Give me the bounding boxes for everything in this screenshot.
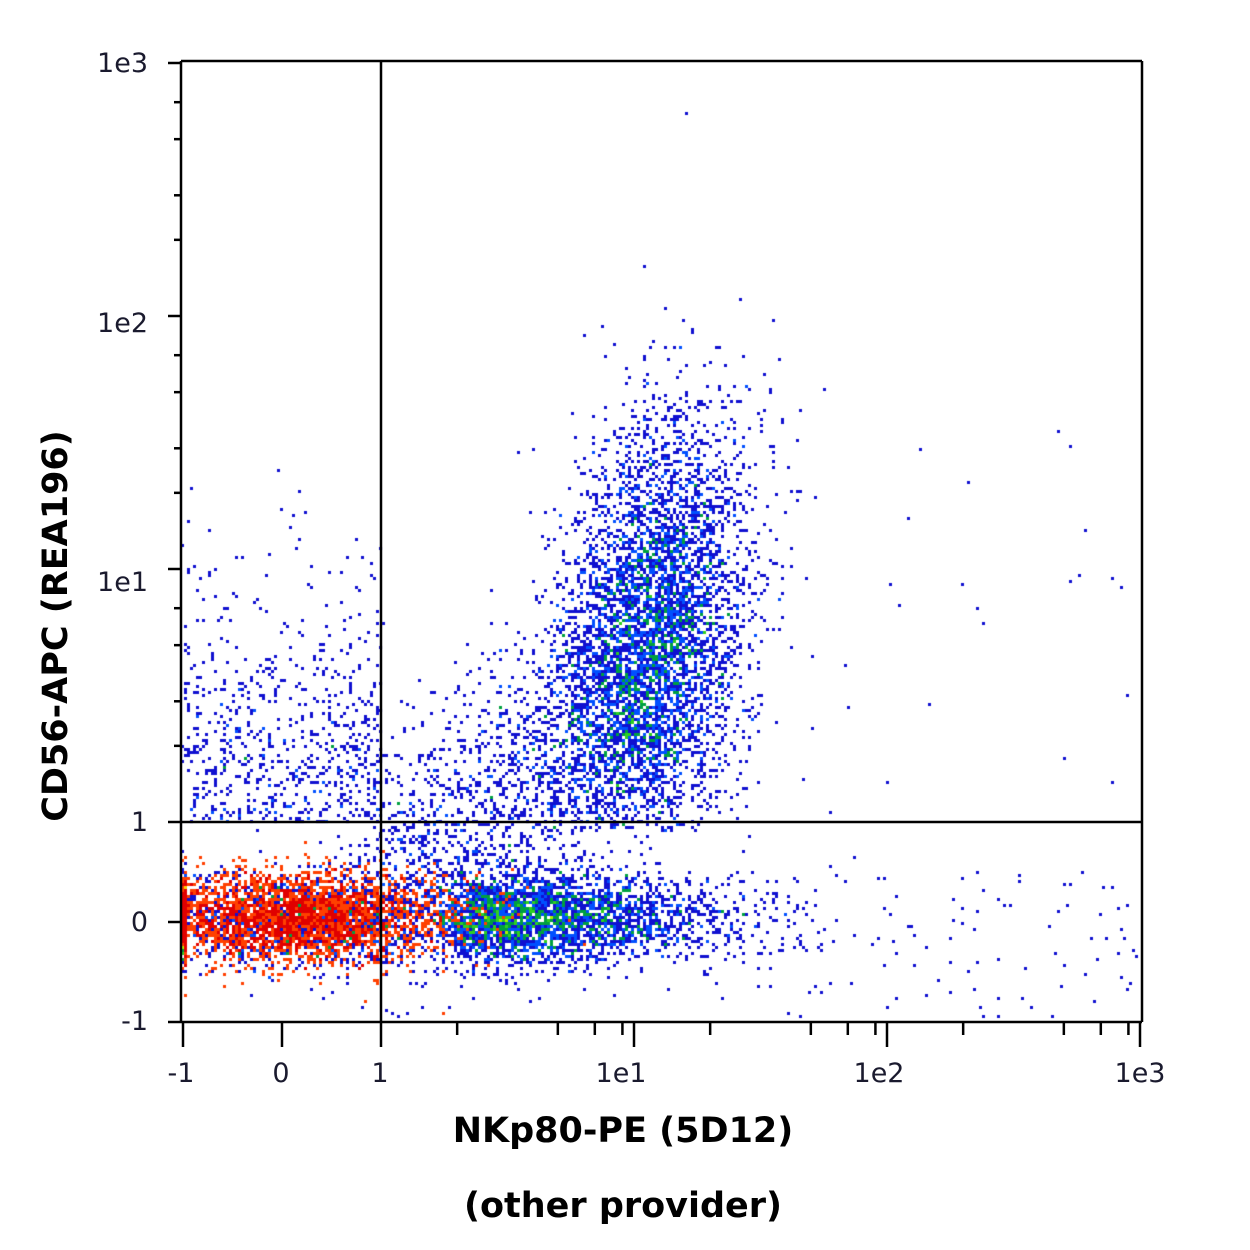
x-axis-subtitle: (other provider) — [463, 1186, 783, 1226]
x-tick-1: 1 — [371, 1058, 389, 1089]
x-axis-title: NKp80-PE (5D12) — [452, 1111, 794, 1151]
x-tick-1e3: 1e3 — [1114, 1058, 1166, 1089]
x-tick-0: 0 — [272, 1058, 290, 1089]
y-tick-1e2: 1e2 — [97, 308, 148, 339]
x-tick-1e2: 1e2 — [853, 1058, 905, 1089]
y-axis-title: CD56-APC (REA196) — [36, 430, 76, 822]
y-tick-0: 0 — [130, 907, 148, 938]
x-tick-neg1: -1 — [167, 1058, 195, 1089]
y-tick-1e3: 1e3 — [97, 48, 148, 79]
y-tick-1: 1 — [130, 807, 148, 838]
y-tick-neg1: -1 — [121, 1006, 148, 1037]
x-tick-1e1: 1e1 — [595, 1058, 647, 1089]
y-tick-1e1: 1e1 — [97, 567, 148, 598]
